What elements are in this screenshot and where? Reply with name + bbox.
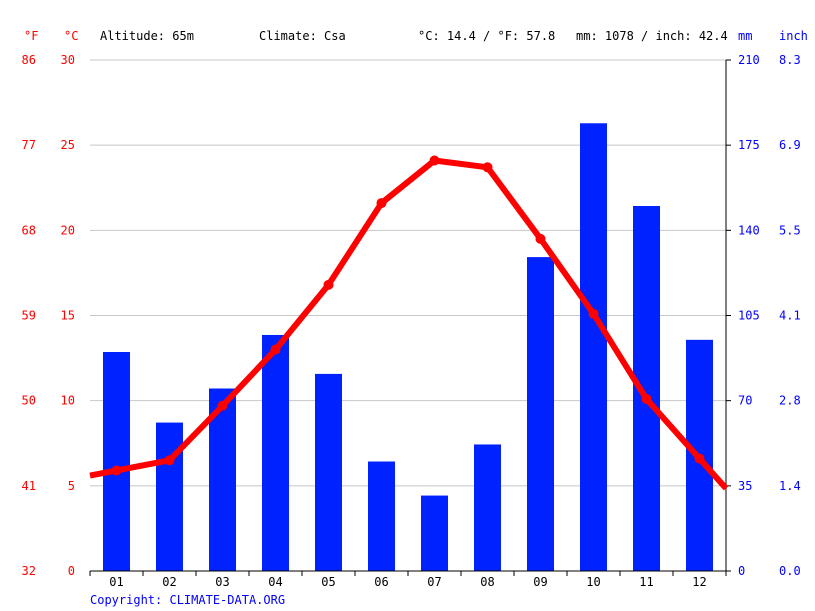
precipitation-bars (103, 123, 713, 572)
x-tick-label: 08 (480, 575, 494, 589)
y-tick-inch: 8.3 (779, 53, 801, 67)
altitude-label: Altitude: 65m (100, 29, 194, 43)
precipitation-bar (156, 422, 183, 571)
precipitation-bar (262, 334, 289, 571)
temperature-line (89, 157, 729, 491)
y-tick-mm: 105 (738, 309, 760, 323)
y-tick-celsius: 30 (61, 53, 75, 67)
temperature-point (217, 400, 228, 411)
temperature-series (89, 155, 729, 491)
fahrenheit-unit-label: °F (24, 29, 38, 43)
precipitation-bar (474, 444, 501, 571)
mm-unit-label: mm (738, 29, 752, 43)
temperature-point (111, 465, 122, 476)
y-tick-fahrenheit: 68 (22, 223, 36, 237)
precipitation-bar (421, 495, 448, 571)
temperature-point (323, 279, 334, 290)
x-tick-label: 07 (427, 575, 441, 589)
copyright-text: Copyright: CLIMATE-DATA.ORG (90, 593, 285, 607)
y-tick-fahrenheit: 32 (22, 564, 36, 578)
y-tick-fahrenheit: 77 (22, 138, 36, 152)
temperature-point (535, 233, 546, 244)
y-tick-mm: 70 (738, 394, 752, 408)
temperature-point (376, 198, 387, 209)
x-tick-label: 09 (533, 575, 547, 589)
precipitation-bar (580, 123, 607, 572)
y-tick-fahrenheit: 86 (22, 53, 36, 67)
y-tick-celsius: 5 (68, 479, 75, 493)
y-tick-mm: 210 (738, 53, 760, 67)
y-tick-fahrenheit: 50 (22, 394, 36, 408)
y-tick-mm: 140 (738, 223, 760, 237)
y-tick-inch: 4.1 (779, 309, 801, 323)
y-tick-mm: 35 (738, 479, 752, 493)
axis-tick-labels: 32 0 0 0.0 41 5 35 1.4 50 10 70 2.8 59 15 105 4.1 68 20 14… (22, 53, 801, 589)
y-tick-inch: 6.9 (779, 138, 801, 152)
temperature-point (270, 344, 281, 355)
y-tick-celsius: 0 (68, 564, 75, 578)
precipitation-bar (527, 257, 554, 571)
celsius-unit-label: °C (64, 29, 78, 43)
y-tick-celsius: 10 (61, 394, 75, 408)
y-tick-inch: 0.0 (779, 564, 801, 578)
y-tick-celsius: 20 (61, 223, 75, 237)
temperature-average-label: °C: 14.4 / °F: 57.8 (418, 29, 555, 43)
temperature-point (641, 393, 652, 404)
inch-unit-label: inch (779, 29, 808, 43)
x-tick-label: 01 (109, 575, 123, 589)
y-tick-mm: 0 (738, 564, 745, 578)
y-tick-inch: 2.8 (779, 394, 801, 408)
y-tick-fahrenheit: 41 (22, 479, 36, 493)
precipitation-bar (315, 373, 342, 571)
precipitation-bar (368, 461, 395, 571)
x-tick-label: 12 (692, 575, 706, 589)
precipitation-bar (103, 352, 130, 571)
temperature-point (588, 308, 599, 319)
precipitation-total-label: mm: 1078 / inch: 42.4 (576, 29, 728, 43)
temperature-point (164, 455, 175, 466)
temperature-point (694, 453, 705, 464)
y-tick-mm: 175 (738, 138, 760, 152)
x-tick-label: 10 (586, 575, 600, 589)
x-tick-label: 06 (374, 575, 388, 589)
x-tick-label: 04 (268, 575, 282, 589)
y-tick-inch: 1.4 (779, 479, 801, 493)
climate-label: Climate: Csa (259, 29, 346, 43)
x-tick-label: 03 (215, 575, 229, 589)
x-tick-label: 05 (321, 575, 335, 589)
temperature-point (482, 162, 493, 173)
x-tick-label: 02 (162, 575, 176, 589)
y-tick-inch: 5.5 (779, 223, 801, 237)
y-tick-fahrenheit: 59 (22, 309, 36, 323)
temperature-point (429, 155, 440, 166)
x-tick-label: 11 (639, 575, 653, 589)
y-tick-celsius: 15 (61, 309, 75, 323)
y-tick-celsius: 25 (61, 138, 75, 152)
grid-lines (90, 59, 726, 487)
